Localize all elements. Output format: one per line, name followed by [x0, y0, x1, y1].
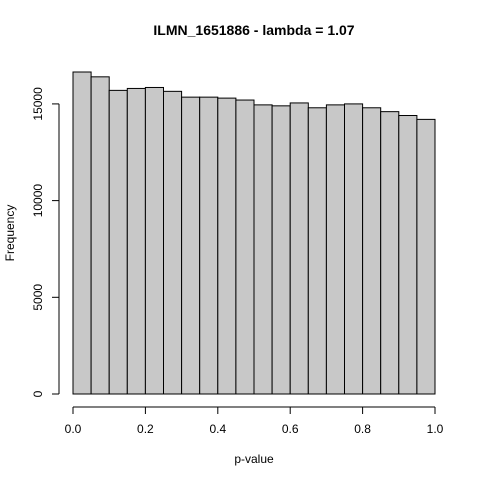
histogram-bar-16 — [362, 107, 382, 395]
x-tick-label-2: 0.4 — [209, 422, 226, 436]
histogram-bar-1 — [90, 76, 110, 395]
histogram-bar-10 — [253, 104, 273, 395]
histogram-bar-17 — [380, 111, 400, 395]
x-tick-label-0: 0.0 — [65, 422, 82, 436]
y-tick-label-2: 10000 — [31, 184, 45, 218]
chart-title: ILMN_1651886 - lambda = 1.07 — [153, 22, 354, 38]
histogram-bar-0 — [72, 71, 92, 395]
bars-group — [72, 71, 436, 395]
histogram-bar-18 — [398, 115, 418, 395]
x-tick-label-3: 0.6 — [282, 422, 299, 436]
histogram-bar-8 — [217, 97, 237, 395]
histogram-bar-12 — [289, 102, 309, 395]
histogram-bar-19 — [416, 118, 436, 395]
histogram-bar-14 — [325, 104, 345, 395]
x-tick-label-4: 0.8 — [354, 422, 371, 436]
histogram-bar-15 — [344, 103, 364, 395]
y-tick-label-3: 15000 — [31, 87, 45, 121]
histogram-bar-11 — [271, 105, 291, 395]
histogram-bar-2 — [108, 89, 128, 395]
histogram-bar-6 — [181, 96, 201, 395]
x-axis-label: p-value — [234, 452, 274, 466]
histogram-bar-13 — [307, 107, 327, 395]
x-tick-label-1: 0.2 — [137, 422, 154, 436]
histogram-bar-7 — [199, 96, 219, 395]
y-tick-label-1: 5000 — [31, 284, 45, 311]
y-tick-label-0: 0 — [31, 390, 45, 397]
histogram-bar-4 — [144, 86, 164, 395]
histogram-bar-9 — [235, 99, 255, 395]
y-axis: 0 5000 10000 15000 — [31, 87, 60, 397]
histogram-bar-5 — [163, 90, 183, 395]
x-tick-label-5: 1.0 — [427, 422, 444, 436]
histogram-bar-3 — [126, 87, 146, 395]
y-axis-label: Frequency — [3, 205, 17, 262]
x-axis: 0.0 0.2 0.4 0.6 0.8 1.0 — [65, 406, 444, 436]
